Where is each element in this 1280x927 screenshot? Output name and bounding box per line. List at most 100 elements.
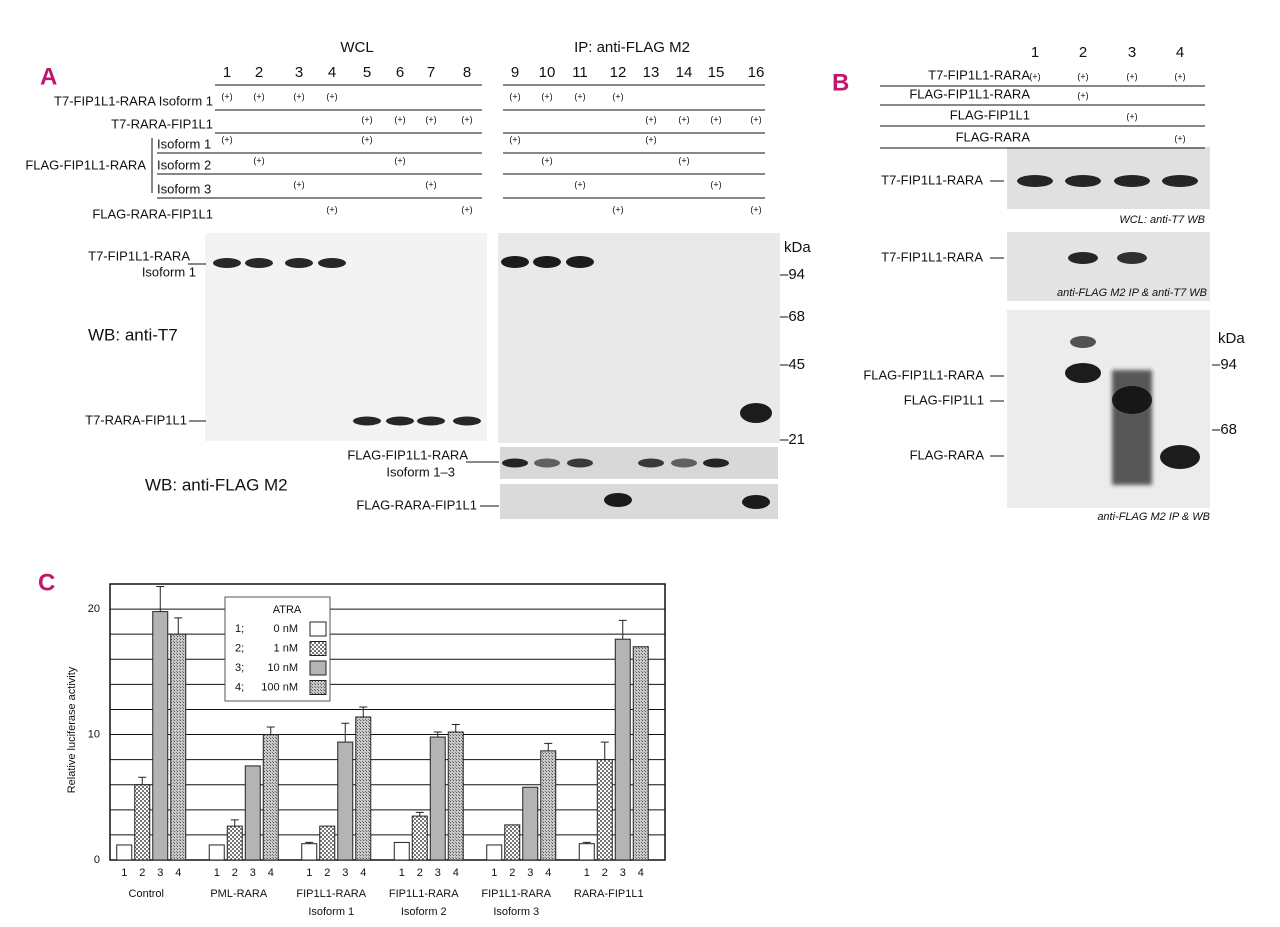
x-tick-label: PML-RARA: [210, 888, 268, 900]
blot-label: Isoform 1: [142, 264, 196, 279]
band: [1065, 363, 1101, 383]
bar: [226, 825, 243, 861]
plus-mark: (+): [710, 179, 721, 189]
error-bar: [544, 742, 553, 751]
plus-mark: (+): [1174, 133, 1185, 143]
bar: [429, 736, 446, 861]
error-bar: [433, 731, 442, 738]
plus-mark: (+): [612, 91, 623, 101]
bar: [596, 759, 613, 861]
lane-number: 14: [676, 64, 693, 81]
lane-number: 10: [539, 64, 556, 81]
band: [533, 256, 561, 268]
wb-label: WB: anti-FLAG M2: [145, 475, 288, 494]
plus-mark: (+): [509, 134, 520, 144]
mw-marker: –68: [780, 308, 805, 325]
bar-label: 3: [342, 867, 348, 879]
plus-mark: (+): [394, 114, 405, 124]
bar: [134, 784, 151, 861]
plus-mark: (+): [645, 134, 656, 144]
lane-number: 12: [610, 64, 627, 81]
lane-number: 16: [748, 64, 765, 81]
lane-number: 8: [463, 64, 471, 81]
kda-label: kDa: [784, 239, 811, 256]
band: [1017, 175, 1053, 187]
plus-mark: (+): [326, 204, 337, 214]
legend-swatch: [309, 680, 327, 695]
bar-label: 1: [121, 867, 127, 879]
band: [417, 416, 445, 426]
y-tick-label: 0: [94, 854, 100, 866]
x-tick-sublabel: Isoform 3: [493, 906, 539, 918]
blot: [1007, 310, 1210, 508]
bar: [355, 716, 372, 861]
bar: [170, 633, 187, 861]
band: [285, 258, 313, 268]
blot-label: T7-FIP1L1-RARA: [881, 249, 983, 264]
legend-swatch: [309, 641, 327, 656]
legend-key: 2;: [235, 642, 244, 654]
legend-label: 10 nM: [267, 662, 298, 674]
bar: [301, 843, 318, 861]
y-axis-label: Relative luciferase activity: [66, 666, 78, 793]
x-tick-label: Control: [129, 888, 164, 900]
band: [1162, 175, 1198, 187]
row-label: T7-FIP1L1-RARA: [928, 67, 1030, 82]
mw-marker: –45: [780, 356, 805, 373]
mw-marker: –21: [780, 431, 805, 448]
blot-label: T7-FIP1L1-RARA: [88, 248, 190, 263]
row-label: Isoform 3: [157, 181, 211, 196]
bar: [152, 611, 169, 861]
plus-mark: (+): [221, 134, 232, 144]
bar: [337, 741, 354, 861]
bar: [393, 841, 410, 861]
plus-mark: (+): [574, 91, 585, 101]
band: [742, 495, 770, 509]
plus-mark: (+): [1126, 71, 1137, 81]
plus-mark: (+): [574, 179, 585, 189]
row-label: Isoform 2: [157, 157, 211, 172]
bar-label: 2: [139, 867, 145, 879]
lane-number: 5: [363, 64, 371, 81]
blot-caption: anti-FLAG M2 IP & WB: [1097, 511, 1210, 523]
mw-marker: –68: [1212, 421, 1237, 438]
plus-mark: (+): [509, 91, 520, 101]
bar: [486, 844, 503, 861]
plus-mark: (+): [1174, 71, 1185, 81]
legend-swatch: [309, 660, 327, 676]
error-bar: [600, 741, 609, 760]
blot-label: T7-RARA-FIP1L1: [85, 412, 187, 427]
row-label: T7-FIP1L1-RARA Isoform 1: [54, 93, 213, 108]
lane-number: 7: [427, 64, 435, 81]
bar-label: 2: [509, 867, 515, 879]
bar-label: 4: [175, 867, 181, 879]
plus-mark: (+): [645, 114, 656, 124]
blot-caption: anti-FLAG M2 IP & anti-T7 WB: [1057, 287, 1207, 299]
error-bar: [415, 811, 424, 817]
plus-mark: (+): [461, 204, 472, 214]
bar-label: 4: [360, 867, 366, 879]
band: [604, 493, 632, 507]
plus-mark: (+): [750, 204, 761, 214]
legend-label: 1 nM: [274, 642, 298, 654]
blot: [1007, 232, 1210, 301]
error-bar: [174, 617, 183, 635]
error-bar: [582, 841, 591, 844]
blot-label: Isoform 1–3: [386, 464, 455, 479]
band: [453, 416, 481, 426]
plus-mark: (+): [678, 114, 689, 124]
band: [1070, 336, 1096, 348]
lane-number: 2: [1079, 44, 1087, 61]
plus-mark: (+): [678, 155, 689, 165]
plus-mark: (+): [541, 155, 552, 165]
lane-number: 13: [643, 64, 660, 81]
lane-number: 11: [572, 64, 588, 81]
bar: [632, 646, 649, 861]
blot: [498, 233, 780, 443]
bar-label: 2: [602, 867, 608, 879]
row-label: FLAG-FIP1L1-RARA: [909, 86, 1030, 101]
bar: [411, 815, 428, 861]
bar: [614, 638, 631, 861]
band: [1114, 175, 1150, 187]
